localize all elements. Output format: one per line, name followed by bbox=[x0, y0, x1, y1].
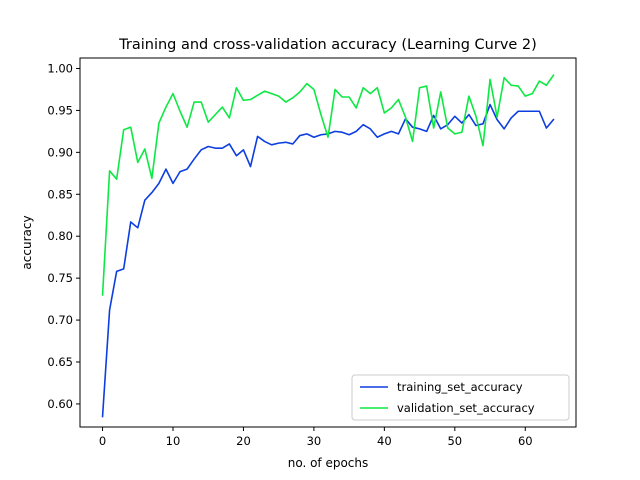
x-tick-label: 10 bbox=[166, 434, 181, 448]
y-tick-label: 0.80 bbox=[47, 229, 73, 243]
y-tick-label: 0.95 bbox=[47, 103, 73, 117]
legend: training_set_accuracy validation_set_acc… bbox=[351, 374, 570, 421]
y-axis-label: accuracy bbox=[20, 215, 34, 269]
y-axis: 0.60 0.65 0.70 0.75 0.80 0.85 0.90 0.95 1.00 bbox=[47, 61, 80, 411]
y-tick-label: 1.00 bbox=[47, 61, 73, 75]
x-tick-label: 50 bbox=[447, 434, 462, 448]
plot-frame bbox=[79, 57, 577, 428]
x-tick-label: 30 bbox=[307, 434, 322, 448]
y-tick-label: 0.90 bbox=[47, 145, 73, 159]
y-tick-label: 0.70 bbox=[47, 313, 73, 327]
series-line-validation bbox=[101, 74, 555, 296]
series-layer bbox=[101, 74, 555, 418]
x-tick-label: 20 bbox=[236, 434, 251, 448]
x-tick-label: 60 bbox=[518, 434, 533, 448]
x-tick-label: 40 bbox=[377, 434, 392, 448]
chart-title: Training and cross-validation accuracy (… bbox=[118, 37, 537, 53]
legend-label-training: training_set_accuracy bbox=[397, 380, 523, 394]
y-tick-label: 0.60 bbox=[47, 397, 73, 411]
legend-box bbox=[351, 374, 570, 421]
x-axis-label: no. of epochs bbox=[288, 456, 369, 470]
y-tick-label: 0.65 bbox=[47, 355, 73, 369]
legend-label-validation: validation_set_accuracy bbox=[397, 401, 535, 415]
y-tick-label: 0.85 bbox=[47, 187, 73, 201]
x-axis: 0 10 20 30 40 50 60 bbox=[99, 427, 533, 448]
y-tick-label: 0.75 bbox=[47, 271, 73, 285]
x-tick-label: 0 bbox=[99, 434, 106, 448]
